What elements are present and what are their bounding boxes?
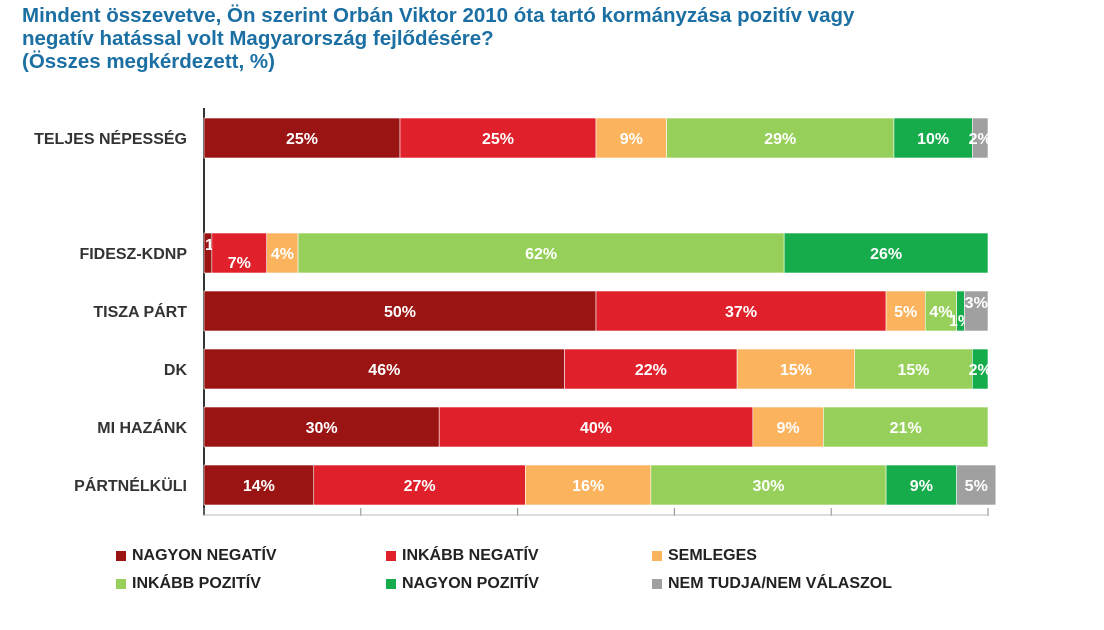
data-label: 27% [404,478,436,495]
legend-item: NAGYON NEGATÍV [116,545,277,567]
bar-segment [783,232,989,274]
legend-label: NAGYON POZITÍV [402,575,539,592]
data-label: 9% [910,478,933,495]
bar-segment [266,232,299,274]
bar-segment [972,117,989,159]
chart-title: Mindent összevetve, Ön szerint Orbán Vik… [22,4,1082,73]
legend-label: SEMLEGES [668,547,757,564]
category-label: MI HAZÁNK [97,418,187,437]
data-label: 4% [271,246,294,263]
bar-segment [885,290,926,332]
legend-item: SEMLEGES [652,545,757,567]
bar-segment [203,406,440,448]
legend-swatch [386,579,396,589]
data-label: 15% [780,362,812,379]
bar-segment [666,117,895,159]
legend-swatch [386,551,396,561]
category-label: PÁRTNÉLKÜLI [74,476,187,495]
legend-label: NEM TUDJA/NEM VÁLASZOL [668,575,892,592]
category-label: TELJES NÉPESSÉG [34,129,187,148]
legend-swatch [116,551,126,561]
bar-segment [211,232,268,274]
data-label: 21% [890,420,922,437]
data-label: 30% [306,420,338,437]
legend-label: INKÁBB NEGATÍV [402,547,539,564]
legend-swatch [652,579,662,589]
legend-item: INKÁBB POZITÍV [116,573,261,595]
bar-segment [752,406,824,448]
data-label: 5% [894,304,917,321]
legend-swatch [652,551,662,561]
bar-segment [525,464,652,506]
category-label: TISZA PÁRT [93,302,187,321]
legend-label: INKÁBB POZITÍV [132,575,261,592]
data-label: 50% [384,304,416,321]
data-label: 25% [286,131,318,148]
bar-segment [399,117,597,159]
bar-segment [893,117,973,159]
bar-segment [595,117,667,159]
data-label: 14% [243,478,275,495]
data-label: 40% [580,420,612,437]
legend-item: NAGYON POZITÍV [386,573,539,595]
data-label: 9% [777,420,800,437]
data-label: 10% [917,131,949,148]
legend-item: INKÁBB NEGATÍV [386,545,539,567]
data-label: 2% [969,131,992,148]
data-label: 15% [898,362,930,379]
data-label: 25% [482,131,514,148]
data-label: 9% [620,131,643,148]
data-label: 26% [870,246,902,263]
bar-segment [203,348,565,390]
data-label: 37% [725,304,757,321]
title-line-2: negatív hatással volt Magyarország fejlő… [22,27,494,50]
data-label: 62% [525,246,557,263]
data-label: 29% [764,131,796,148]
bar-segment [595,290,887,332]
data-label: 7% [228,255,251,272]
bar-segment [854,348,973,390]
data-label: 30% [752,478,784,495]
data-label: 22% [635,362,667,379]
bar-segment [823,406,989,448]
legend-label: NAGYON NEGATÍV [132,547,277,564]
bar-segment [972,348,989,390]
bar-segment [736,348,856,390]
bar-segment [203,117,401,159]
data-label: 5% [965,478,988,495]
legend-item: NEM TUDJA/NEM VÁLASZOL [652,573,892,595]
legend-swatch [116,579,126,589]
bar-segment [203,290,597,332]
bar-segment [203,464,315,506]
bar-segment [924,290,957,332]
bar-segment [564,348,738,390]
data-label: 2% [969,362,992,379]
data-label: 4% [929,304,952,321]
bar-segment [956,464,997,506]
bar-segment [964,290,989,332]
data-label: 16% [572,478,604,495]
data-label: 3% [965,295,988,312]
bar-segment [297,232,785,274]
category-label: FIDESZ-KDNP [79,246,187,263]
category-label: DK [164,362,188,379]
title-line-3: (Összes megkérdezett, %) [22,50,275,73]
title-line-1: Mindent összevetve, Ön szerint Orbán Vik… [22,4,855,27]
data-label: 46% [368,362,400,379]
